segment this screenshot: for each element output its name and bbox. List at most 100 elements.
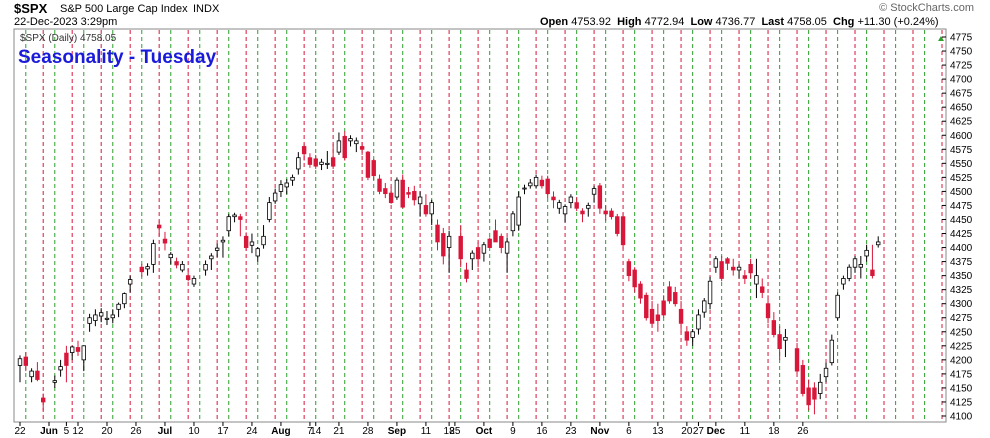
x-tick-label: 12 [72, 426, 84, 437]
x-tick-label: 5 [64, 426, 70, 437]
y-tick-label: 4150 [950, 383, 973, 394]
candle-down [156, 224, 162, 229]
low-label: Low [690, 16, 713, 28]
high-label: High [617, 16, 642, 28]
y-tick-label: 4650 [950, 103, 973, 114]
x-tick-label: Jul [158, 426, 173, 437]
candle-up [29, 370, 34, 378]
candle-down [800, 365, 806, 394]
candle-down [748, 263, 753, 274]
open-value: 4753.92 [571, 16, 611, 28]
candle-up [841, 278, 846, 285]
y-tick-label: 4325 [950, 285, 973, 296]
candle-up [847, 266, 852, 279]
x-tick-label: 16 [536, 426, 548, 437]
candle-down [400, 179, 405, 208]
low-value: 4736.77 [715, 16, 756, 28]
candle-up [232, 214, 237, 218]
candle-up [127, 279, 133, 285]
candle-up [818, 381, 823, 394]
candle-up [481, 244, 487, 254]
candle-up [713, 258, 719, 268]
candle-down [673, 292, 678, 305]
candle-down [423, 205, 429, 215]
candle-down [812, 387, 817, 400]
candle-up [319, 161, 324, 165]
x-tick-label: Jun [40, 426, 58, 437]
candle-up [58, 366, 63, 371]
candle-down [649, 308, 655, 324]
candle-up [504, 241, 510, 254]
y-tick-label: 4750 [950, 47, 973, 58]
candle-up [145, 266, 150, 270]
candle-down [365, 151, 371, 178]
candle-up [522, 187, 527, 190]
candle-up [702, 300, 707, 313]
candle-down [64, 352, 69, 366]
candle-up [214, 247, 220, 251]
y-tick-label: 4425 [950, 229, 973, 240]
candle-down [626, 261, 632, 277]
candle-up [267, 202, 272, 220]
candle-up [858, 263, 864, 268]
candle-up [823, 367, 829, 378]
candle-up [122, 293, 127, 305]
candle-up [557, 202, 562, 209]
y-tick-label: 4275 [950, 313, 973, 324]
candle-up [249, 241, 255, 246]
y-tick-label: 4225 [950, 341, 973, 352]
x-tick-label: Oct [476, 426, 493, 437]
candle-down [725, 258, 730, 264]
candle-down [615, 216, 620, 234]
candle-down [40, 397, 46, 403]
candle-up [446, 235, 452, 248]
candle-up [69, 346, 75, 353]
y-tick-label: 4600 [950, 131, 973, 142]
high-value: 4772.94 [644, 16, 685, 28]
candle-up [586, 205, 591, 209]
candle-up [562, 206, 568, 215]
candle-down [313, 158, 318, 167]
candle-down [162, 238, 168, 244]
candle-down [464, 269, 469, 279]
candle-down [620, 216, 626, 246]
candle-down [301, 146, 307, 155]
candle-down [330, 157, 336, 167]
candle-down [667, 286, 672, 302]
candle-up [754, 275, 759, 285]
y-axis-ticks: 4775 4750 4725 4700 4675 4650 4625 4600 4575 4550… [942, 33, 973, 423]
candle-up [325, 162, 330, 165]
candle-up [284, 182, 289, 188]
x-tick-label: 10 [188, 426, 200, 437]
candle-down [870, 269, 875, 277]
y-tick-label: 4675 [950, 89, 973, 100]
candle-up [568, 196, 574, 204]
candle-up [354, 140, 359, 145]
chart-subtitle: S&P 500 Large Cap Index [60, 3, 188, 15]
y-tick-label: 4175 [950, 369, 973, 380]
candle-down [75, 347, 81, 352]
candle-up [116, 303, 121, 310]
candle-down [307, 157, 313, 165]
symbol: $SPX [14, 1, 48, 16]
y-tick-label: 4250 [950, 327, 973, 338]
x-tick-label: 18 [444, 426, 456, 437]
candle-down [580, 210, 585, 215]
candle-down [551, 196, 556, 201]
candle-down [435, 224, 440, 243]
candle-up [98, 312, 104, 317]
candle-down [597, 185, 603, 209]
candle-down [458, 235, 463, 260]
candle-up [336, 140, 342, 153]
candle-down [545, 178, 550, 195]
chg-value: +11.30 (+0.24%) [857, 16, 939, 28]
candle-up [93, 314, 98, 321]
candle-down [638, 283, 643, 299]
candle-down [238, 216, 243, 220]
x-tick-label: Nov [590, 426, 609, 437]
candle-up [290, 176, 295, 181]
candle-down [35, 370, 40, 380]
candle-down [475, 247, 481, 260]
candle-down [644, 294, 649, 319]
open-label: Open [540, 16, 569, 28]
